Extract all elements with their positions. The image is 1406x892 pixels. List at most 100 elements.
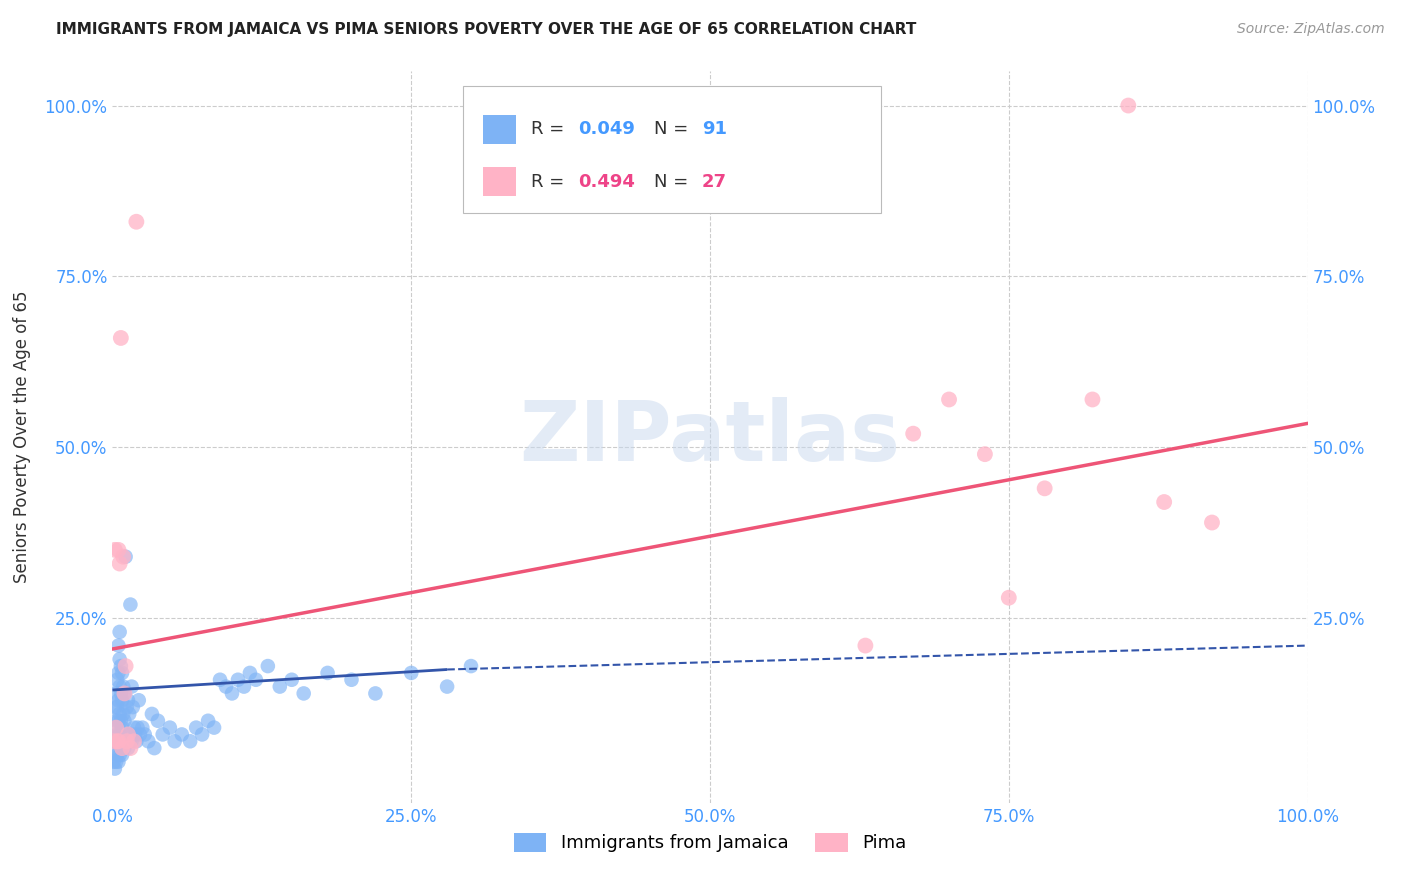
Point <box>112 706 135 721</box>
Point <box>125 215 148 229</box>
Point <box>108 727 131 741</box>
Text: 0.494: 0.494 <box>579 173 636 191</box>
Point <box>103 734 125 748</box>
Point <box>104 542 127 557</box>
FancyBboxPatch shape <box>484 167 516 196</box>
Point <box>125 734 148 748</box>
Point <box>104 741 127 756</box>
Point <box>120 598 142 612</box>
Point <box>104 762 127 776</box>
Point <box>115 727 138 741</box>
Point <box>107 693 129 707</box>
Point <box>1153 495 1175 509</box>
Point <box>121 700 143 714</box>
Point <box>105 686 128 700</box>
Point <box>105 714 128 728</box>
Point <box>170 727 193 741</box>
Point <box>103 734 125 748</box>
Point <box>110 686 132 700</box>
Point <box>128 693 150 707</box>
Point <box>239 665 262 680</box>
Point <box>209 673 232 687</box>
Point <box>245 673 267 687</box>
Point <box>127 721 149 735</box>
Point <box>143 741 166 756</box>
Point <box>105 755 128 769</box>
Text: IMMIGRANTS FROM JAMAICA VS PIMA SENIORS POVERTY OVER THE AGE OF 65 CORRELATION C: IMMIGRANTS FROM JAMAICA VS PIMA SENIORS … <box>56 22 917 37</box>
Point <box>436 680 458 694</box>
Point <box>131 721 153 735</box>
Point <box>118 706 141 721</box>
Text: R =: R = <box>531 173 569 191</box>
Point <box>114 741 135 756</box>
Point <box>108 747 131 762</box>
Point <box>108 624 131 639</box>
Point <box>257 659 280 673</box>
Point <box>111 747 134 762</box>
Point <box>114 686 135 700</box>
Point <box>159 721 181 735</box>
Point <box>108 652 131 666</box>
Point <box>114 549 136 564</box>
Point <box>111 721 134 735</box>
Point <box>903 426 925 441</box>
Point <box>186 721 208 735</box>
Point <box>117 693 139 707</box>
Point <box>120 727 142 741</box>
Point <box>117 741 139 756</box>
Point <box>107 734 129 748</box>
Point <box>105 727 128 741</box>
Point <box>114 714 135 728</box>
Point <box>105 747 128 762</box>
Point <box>281 673 304 687</box>
Point <box>114 686 135 700</box>
Point <box>103 755 125 769</box>
Point <box>117 727 139 741</box>
Point <box>105 721 128 735</box>
Point <box>122 734 145 748</box>
Point <box>141 706 163 721</box>
Point <box>108 557 131 571</box>
Point <box>401 665 423 680</box>
Point <box>107 542 129 557</box>
Point <box>111 665 134 680</box>
Point <box>202 721 225 735</box>
Text: ZIPatlas: ZIPatlas <box>520 397 900 477</box>
Point <box>107 714 129 728</box>
Point <box>108 680 131 694</box>
Point <box>107 639 129 653</box>
Point <box>108 706 131 721</box>
Point <box>221 686 243 700</box>
Point <box>215 680 238 694</box>
Point <box>292 686 315 700</box>
Point <box>855 639 877 653</box>
Text: 27: 27 <box>702 173 727 191</box>
Point <box>112 549 135 564</box>
Point <box>316 665 339 680</box>
Point <box>120 741 142 756</box>
FancyBboxPatch shape <box>484 114 516 144</box>
Point <box>197 714 219 728</box>
Text: 0.049: 0.049 <box>579 120 636 138</box>
Point <box>114 659 136 673</box>
Point <box>122 721 145 735</box>
Point <box>460 659 482 673</box>
Point <box>110 659 132 673</box>
Point <box>974 447 997 461</box>
Point <box>138 734 160 748</box>
Text: N =: N = <box>654 120 693 138</box>
Text: R =: R = <box>531 120 569 138</box>
Point <box>269 680 291 694</box>
Point <box>340 673 363 687</box>
Point <box>107 734 129 748</box>
Point <box>124 727 146 741</box>
Point <box>134 727 156 741</box>
Point <box>226 673 249 687</box>
Legend: Immigrants from Jamaica, Pima: Immigrants from Jamaica, Pima <box>506 826 914 860</box>
Point <box>112 734 135 748</box>
Text: Source: ZipAtlas.com: Source: ZipAtlas.com <box>1237 22 1385 37</box>
Point <box>110 331 132 345</box>
Point <box>1081 392 1104 407</box>
Point <box>107 665 129 680</box>
Point <box>1118 98 1140 112</box>
